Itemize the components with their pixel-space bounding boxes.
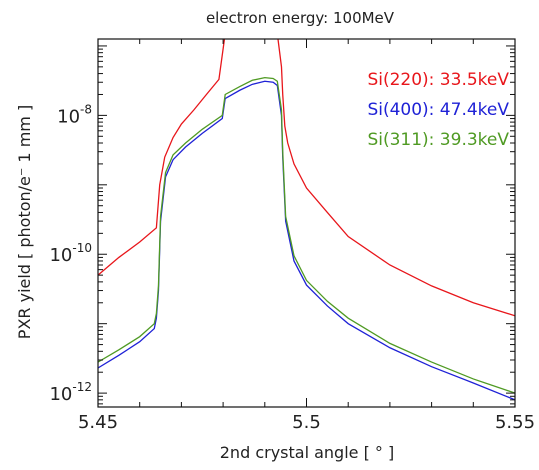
x-tick-label: 5.45 bbox=[78, 412, 118, 433]
x-axis-label: 2nd crystal angle [ ° ] bbox=[220, 443, 394, 462]
x-tick-label: 5.5 bbox=[292, 412, 321, 433]
y-tick-label: 10-10 bbox=[49, 241, 92, 266]
x-tick-label: 5.55 bbox=[495, 412, 535, 433]
y-axis-label: PXR yield [ photon/e⁻ 1 mm ] bbox=[15, 105, 34, 339]
legend: Si(220): 33.5keV Si(400): 47.4keV Si(311):… bbox=[367, 70, 509, 150]
chart-title: electron energy: 100MeV bbox=[206, 9, 395, 27]
legend-entry-0: Si(220): 33.5keV bbox=[367, 70, 509, 90]
ticks-layer: 5.45 5.5 5.55 10-8 10-10 10-12 bbox=[49, 39, 535, 433]
legend-entry-1: Si(400): 47.4keV bbox=[367, 100, 509, 120]
series-layer bbox=[98, 39, 515, 401]
y-tick-label: 10-8 bbox=[57, 102, 92, 127]
series-line-0 bbox=[98, 39, 515, 317]
legend-entry-2: Si(311): 39.3keV bbox=[367, 130, 509, 150]
series-line-2 bbox=[98, 76, 515, 394]
y-tick-label: 10-12 bbox=[49, 380, 92, 405]
